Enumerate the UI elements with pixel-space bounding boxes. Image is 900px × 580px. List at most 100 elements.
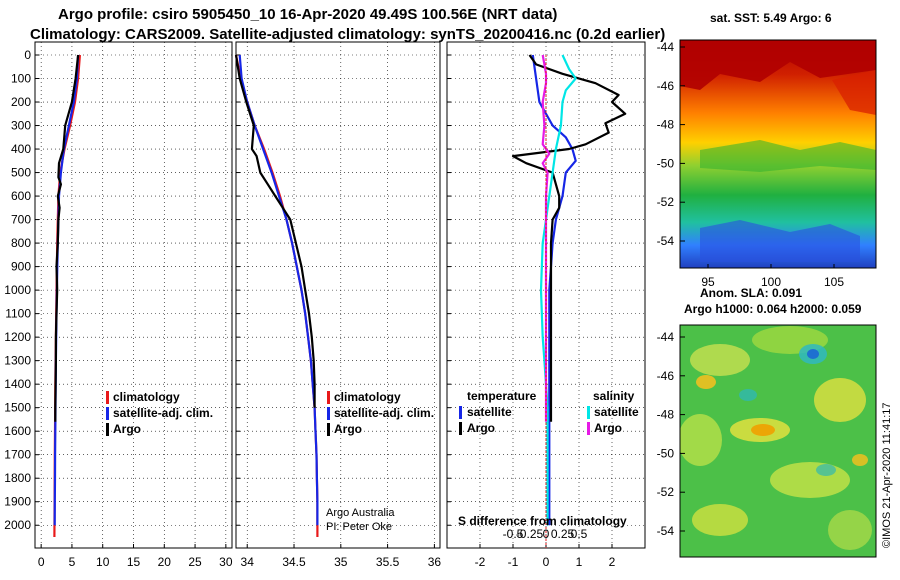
- s-diff-tick-label: -0.5: [503, 527, 524, 541]
- depth-tick-label: 1100: [5, 307, 31, 321]
- series-line-argo: [234, 54, 316, 408]
- legend-header-salinity: salinity: [593, 389, 635, 403]
- sst-lat-label: -44: [657, 40, 675, 54]
- temperature-x-tick-label: 30: [219, 555, 233, 569]
- legend-swatch-satellite-adj: [106, 407, 109, 420]
- depth-tick-label: 600: [11, 189, 31, 203]
- s-diff-tick-label: 0.5: [571, 527, 588, 541]
- series-line-argo: [54, 54, 80, 422]
- legend-label-argo: Argo: [113, 422, 141, 436]
- depth-tick-label: 700: [11, 213, 31, 227]
- sst-lon-label: 95: [701, 275, 715, 289]
- legend-label-satellite-adj: satellite-adj. clim.: [334, 406, 434, 420]
- depth-tick-label: 0: [24, 48, 31, 62]
- depth-tick-label: 800: [11, 236, 31, 250]
- temperature-x-tick-label: 5: [69, 555, 76, 569]
- sst-lat-label: -46: [657, 79, 675, 93]
- legend-label-argo: Argo: [334, 422, 362, 436]
- depth-tick-label: 1200: [4, 330, 31, 344]
- sst-lat-label: -52: [657, 195, 675, 209]
- temperature-legend: climatology satellite-adj. clim. Argo: [106, 390, 213, 436]
- sst-green-band: [700, 140, 876, 172]
- sla-map-title-1: Anom. SLA: 0.091: [700, 286, 802, 300]
- salinity-x-tick-label: 34: [241, 555, 255, 569]
- sst-warm-band: [680, 40, 876, 90]
- legend-label-climatology: climatology: [334, 390, 401, 404]
- legend-swatch-climatology: [327, 391, 330, 404]
- depth-tick-label: 1600: [4, 424, 31, 438]
- depth-tick-label: 400: [11, 142, 31, 156]
- legend-header-temperature: temperature: [467, 389, 537, 403]
- depth-tick-label: 900: [11, 260, 31, 274]
- sla-high-spot: [751, 424, 775, 436]
- series-line-satellite-adj-clim-: [238, 54, 319, 526]
- temperature-x-tick-label: 0: [38, 555, 45, 569]
- legend-label-temp-argo: Argo: [467, 421, 495, 435]
- sla-blob: [770, 462, 850, 498]
- legend-swatch-temp-argo: [459, 422, 462, 435]
- legend-label-temp-satellite: satellite: [467, 405, 512, 419]
- salinity-x-tick-label: 36: [428, 555, 442, 569]
- sla-blob: [814, 378, 866, 422]
- depth-tick-label: 1300: [4, 354, 31, 368]
- salinity-x-tick-label: 35: [334, 555, 348, 569]
- difference-panel: -2 -1 0 1 2 temperature salinity satellite A…: [446, 41, 646, 569]
- legend-label-satellite-adj: satellite-adj. clim.: [113, 406, 213, 420]
- depth-tick-label: 1700: [4, 448, 31, 462]
- s-diff-tick-label: 0.25: [551, 527, 575, 541]
- credit-argo-australia: Argo Australia: [326, 507, 395, 519]
- sla-lat-label: -52: [657, 485, 675, 499]
- sla-map-title-2: Argo h1000: 0.064 h2000: 0.059: [684, 302, 862, 316]
- temp-diff-x-tick-label: 2: [609, 555, 616, 569]
- sla-low-spot: [739, 389, 757, 401]
- depth-tick-label: 100: [11, 72, 31, 86]
- temperature-x-tick-label: 25: [188, 555, 202, 569]
- depth-tick-label: 1500: [4, 401, 31, 415]
- sla-low-spot: [816, 464, 836, 476]
- legend-swatch-sal-satellite: [587, 406, 590, 419]
- salinity-frame: [235, 41, 441, 549]
- plot-title-line-2: Climatology: CARS2009. Satellite-adjuste…: [30, 26, 666, 43]
- salinity-legend: climatology satellite-adj. clim. Argo: [327, 390, 434, 436]
- sla-map-frame: [679, 324, 877, 558]
- sst-map-title: sat. SST: 5.49 Argo: 6: [710, 11, 832, 25]
- plot-title-line-1: Argo profile: csiro 5905450_10 16-Apr-20…: [58, 6, 558, 23]
- sst-lat-label: -54: [657, 234, 675, 248]
- series-line-temperature-argo: [511, 54, 627, 422]
- sst-lon-label: 100: [761, 275, 781, 289]
- sst-map: sat. SST: 5.49 Argo: 6 -44 -46 -48 -50 -52 -5…: [657, 11, 877, 289]
- depth-tick-label: 300: [11, 119, 31, 133]
- sla-blob: [828, 510, 872, 550]
- s-difference-label: S difference from climatology: [458, 514, 627, 528]
- sla-lat-label: -50: [657, 446, 675, 460]
- temp-diff-x-tick-label: 0: [543, 555, 550, 569]
- depth-tick-label: 1800: [4, 471, 31, 485]
- depth-tick-label: 200: [11, 95, 31, 109]
- s-diff-tick-label: -0.25: [516, 527, 544, 541]
- temp-diff-x-tick-label: -1: [508, 555, 519, 569]
- legend-label-sal-argo: Argo: [594, 421, 622, 435]
- legend-swatch-argo: [327, 423, 330, 436]
- legend-label-climatology: climatology: [113, 390, 180, 404]
- temperature-x-tick-label: 10: [96, 555, 110, 569]
- legend-swatch-climatology: [106, 391, 109, 404]
- sst-warm-tongue: [832, 70, 876, 115]
- legend-swatch-argo: [106, 423, 109, 436]
- sla-low-spot: [807, 349, 819, 359]
- depth-tick-label: 500: [11, 166, 31, 180]
- sla-lat-label: -46: [657, 369, 675, 383]
- depth-tick-label: 2000: [4, 518, 31, 532]
- sla-map: Anom. SLA: 0.091 Argo h1000: 0.064 h2000…: [657, 286, 877, 558]
- sst-cold-band: [700, 220, 860, 262]
- sla-lat-label: -54: [657, 524, 675, 538]
- series-line-temperature-satellite: [531, 54, 577, 526]
- sst-map-frame: [679, 39, 877, 269]
- temp-diff-x-tick-label: -2: [475, 555, 486, 569]
- depth-tick-label: 1000: [4, 283, 31, 297]
- sst-lon-label: 105: [824, 275, 844, 289]
- sla-blob: [690, 344, 750, 376]
- depth-tick-label: 1400: [4, 377, 31, 391]
- depth-tick-label: 1900: [4, 495, 31, 509]
- difference-legend: temperature salinity satellite Argo sate…: [459, 389, 639, 435]
